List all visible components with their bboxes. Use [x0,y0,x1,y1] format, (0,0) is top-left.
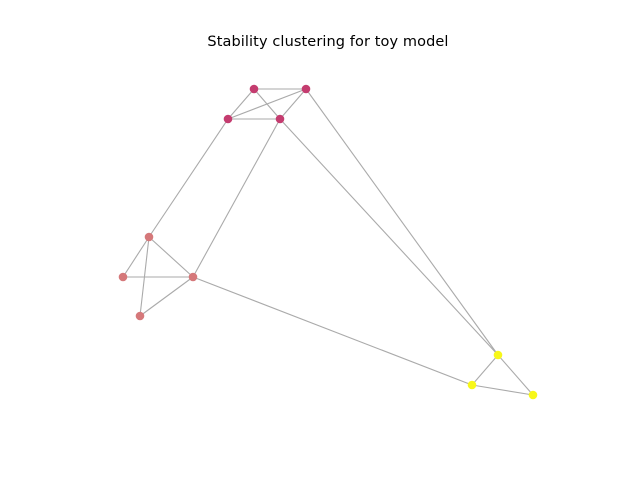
graph-edge [227,88,255,120]
graph-node [301,84,311,94]
edges [122,88,534,396]
graph-edge [227,88,307,120]
graph-node [493,350,503,360]
graph-edge [305,88,499,356]
graph-node [135,311,145,321]
graph-edge [471,384,534,396]
graph-edge [192,118,281,278]
graph-edge [148,118,229,238]
graph-edge [497,354,534,396]
graph-edge [279,88,307,120]
graph-node [118,272,128,282]
graph-edge [139,276,194,317]
graph-edge [471,354,499,386]
graph-node [188,272,198,282]
graph-node [223,114,233,124]
graph-node [249,84,259,94]
graph-edge [192,276,473,386]
chart-title: Stability clustering for toy model [207,34,449,50]
graph-node [467,380,477,390]
graph-edge [279,118,499,356]
nodes [118,84,538,400]
graph-node [144,232,154,242]
graph-edge [148,236,194,278]
graph-edge [122,236,150,278]
graph-node [528,390,538,400]
graph-node [275,114,285,124]
